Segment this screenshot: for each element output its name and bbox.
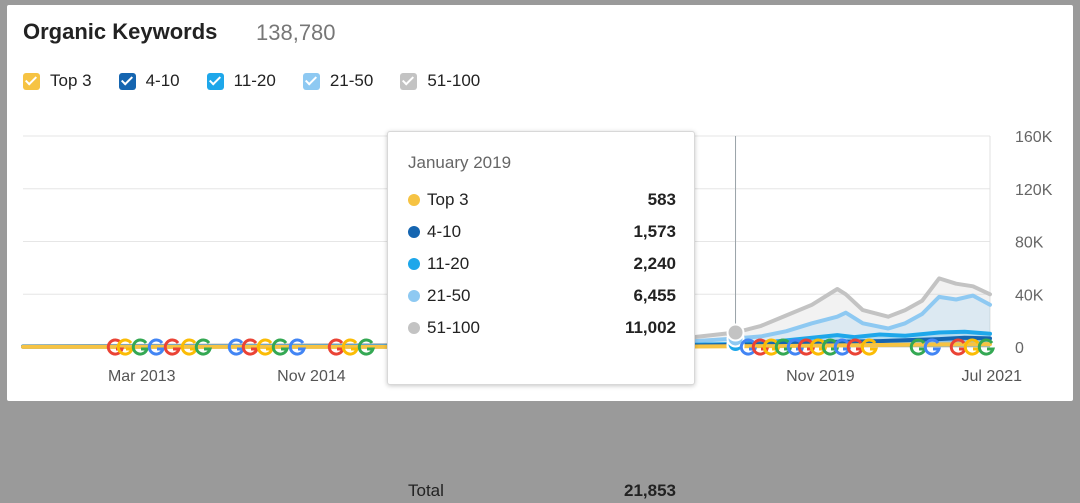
tooltip-date: January 2019 [408,153,512,172]
legend-label: 11-20 [233,71,276,90]
tooltip-series-dot [408,322,420,334]
tooltip-series-value: 6,455 [633,286,676,305]
x-tick-label: Mar 2013 [108,368,176,385]
tooltip-row: 51-100 11,002 [408,316,678,340]
tooltip-total-label: Total [408,481,444,500]
chart-tooltip: January 2019 Top 3 583 4-10 1,573 11-20 2,240… [387,131,695,500]
tooltip-series-dot [408,226,420,238]
tooltip-series-label: 21-50 [427,286,471,305]
x-tick-label: Nov 2014 [277,368,346,385]
legend-checkbox[interactable] [118,72,136,90]
legend-item-11-20[interactable]: 11-20 [206,71,276,91]
tooltip-series-dot [408,194,420,206]
google-update-icon[interactable] [963,338,982,356]
tooltip-total-value: 21,853 [624,481,676,500]
legend-checkbox[interactable] [302,72,320,90]
tooltip-row: Top 3 583 [408,188,678,212]
legend-item-21-50[interactable]: 21-50 [302,71,374,91]
x-tick-label: Nov 2019 [786,368,855,385]
tooltip-series-value: 1,573 [633,222,676,241]
google-update-icon[interactable] [116,338,135,356]
y-tick-label: 0 [1015,340,1024,357]
total-keywords-count: 138,780 [256,20,336,45]
google-update-icon[interactable] [327,338,346,356]
series-line-51-100 [21,276,992,349]
google-update-icon[interactable] [271,338,290,356]
widget-title: Organic Keywords [23,19,218,44]
google-update-icon[interactable] [909,338,928,356]
legend-checkbox[interactable] [206,72,224,90]
y-tick-label: 80K [1015,235,1044,252]
tooltip-series-label: 51-100 [427,318,480,337]
google-update-icon[interactable] [241,338,260,356]
tooltip-total-row: Total 21,853 [408,479,678,503]
google-update-icon[interactable] [256,338,275,356]
google-update-icon[interactable] [131,338,150,356]
google-update-icon[interactable] [357,338,376,356]
legend-label: Top 3 [50,71,92,90]
legend-label: 4-10 [145,71,180,90]
tooltip-series-dot [408,290,420,302]
tooltip-series-value: 2,240 [633,254,676,273]
google-update-icon[interactable] [923,338,942,356]
legend-checkbox[interactable] [400,72,418,90]
chart-legend: Top 3 4-10 11-20 21-50 51-100 [23,69,507,93]
keywords-area-chart: 0 40K 80K 120K 160K Mar 2013 Nov 2014 Nov 2019 J… [21,129,1053,385]
series-line-21-50 [21,293,992,349]
y-tick-label: 120K [1015,182,1053,199]
google-update-icon[interactable] [227,338,246,356]
google-update-icon[interactable] [833,338,852,356]
legend-item-51-100[interactable]: 51-100 [400,71,480,91]
tooltip-series-label: 4-10 [427,222,462,241]
google-update-icon[interactable] [194,338,213,356]
legend-item-4-10[interactable]: 4-10 [118,71,180,91]
tooltip-row: 4-10 1,573 [408,220,678,244]
google-update-icon[interactable] [977,338,996,356]
tooltip-series-dot [408,258,420,270]
tooltip-series-label: 11-20 [427,254,470,273]
y-tick-label: 160K [1015,129,1053,146]
google-update-icon[interactable] [860,338,879,356]
tooltip-row: 21-50 6,455 [408,284,678,308]
legend-checkbox[interactable] [23,72,40,90]
legend-label: 51-100 [427,71,481,90]
google-update-icon[interactable] [949,338,968,356]
google-update-icon[interactable] [288,338,307,356]
google-update-icon[interactable] [163,338,182,356]
y-tick-label: 40K [1015,287,1044,304]
tooltip-row: 11-20 2,240 [408,252,678,276]
tooltip-series-label: Top 3 [427,190,469,209]
highlight-marker [726,323,745,342]
google-update-icon[interactable] [846,338,865,356]
x-tick-label: Jul 2021 [962,368,1023,385]
tooltip-series-value: 583 [647,190,676,209]
legend-label: 21-50 [329,71,374,90]
google-update-icon[interactable] [341,338,360,356]
tooltip-series-value: 11,002 [624,318,676,337]
legend-item-top-3[interactable]: Top 3 [23,71,92,91]
google-update-icon[interactable] [180,338,199,356]
google-update-icon[interactable] [147,338,166,356]
